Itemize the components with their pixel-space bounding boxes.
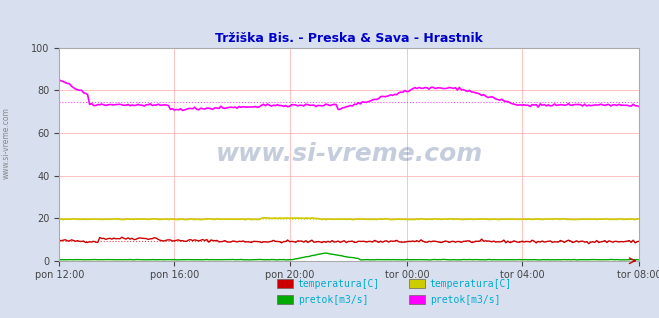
Text: pretok[m3/s]: pretok[m3/s] <box>298 294 368 305</box>
Text: www.si-vreme.com: www.si-vreme.com <box>2 107 11 179</box>
Text: temperatura[C]: temperatura[C] <box>430 279 512 289</box>
Title: Tržiška Bis. - Preska & Sava - Hrastnik: Tržiška Bis. - Preska & Sava - Hrastnik <box>215 32 483 45</box>
Text: www.si-vreme.com: www.si-vreme.com <box>215 142 483 166</box>
Text: temperatura[C]: temperatura[C] <box>298 279 380 289</box>
Text: pretok[m3/s]: pretok[m3/s] <box>430 294 500 305</box>
